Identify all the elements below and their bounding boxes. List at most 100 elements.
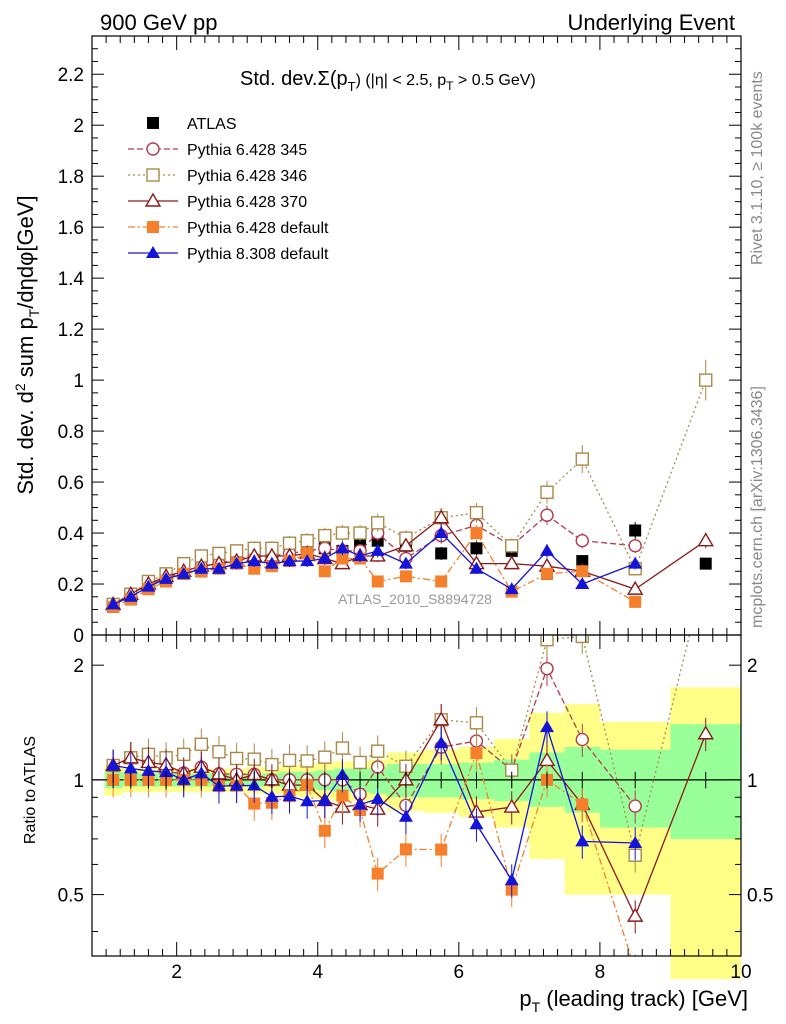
data-point [300,754,314,768]
data-point [470,746,483,759]
data-point [123,589,138,602]
data-point [336,789,349,802]
data-point [176,566,191,579]
y-tick-label-right: 1 [747,771,758,792]
data-point [336,552,349,565]
y-tick-label: 0.2 [58,575,84,596]
data-point [247,554,262,567]
data-point [397,537,415,552]
data-point [370,791,385,804]
data-point [282,753,297,768]
data-point [629,964,641,976]
legend-item-p8def: Pythia 8.308 default [128,246,329,263]
y-tick-label: 1.4 [58,269,85,290]
header-left: 900 GeV pp [100,10,217,35]
legend-label: Pythia 8.308 default [187,246,329,263]
data-point [194,737,209,751]
data-point [470,527,483,540]
y-tick-label: 2 [73,656,84,677]
data-point [141,579,156,592]
x-tick-label: 6 [454,962,465,983]
data-point [353,755,367,770]
x-tick-label: 10 [730,962,751,983]
x-tick-label: 4 [312,962,323,983]
header-right: Underlying Event [567,10,735,35]
data-point [503,798,520,813]
data-point [335,541,350,554]
series-p8def [106,524,643,610]
data-point [432,711,450,726]
y-tick-label: 1.8 [58,167,84,188]
rivet-version-text: Rivet 3.1.10, ≥ 100k events [749,71,766,265]
data-point [628,799,642,813]
data-point [301,547,314,560]
data-point [106,597,121,610]
data-point [434,735,449,748]
data-point [248,797,261,810]
data-point [264,556,279,569]
ratio-series [104,635,714,976]
main-y-axis: 0 0.2 0.4 0.6 0.8 1 1.2 1.4 1.6 1.8 2 2.2 [58,48,741,647]
data-point [282,554,297,567]
data-point [575,635,589,644]
data-point [353,548,368,561]
legend-item-p6def: Pythia 6.428 default [128,220,329,237]
data-point [432,509,450,524]
data-point [317,551,332,564]
data-point [469,505,484,520]
x-axis: 2 4 6 8 10 [105,36,752,983]
data-point [469,561,484,574]
data-point [159,571,174,584]
data-point [576,555,589,568]
data-point [435,547,448,560]
data-point [106,758,121,771]
analysis-watermark: ATLAS_2010_S8894728 [338,591,492,607]
plot-title: Std. dev.Σ(pT) (|η| < 2.5, pT > 0.5 GeV) [240,68,536,94]
data-point [317,793,332,806]
data-point [576,565,589,578]
data-point [541,567,554,580]
data-point [318,750,332,764]
ratio-y-axis: 0.5 0.5 1 1 2 2 [58,656,773,933]
data-point [318,824,331,837]
legend-label: Pythia 6.428 370 [187,194,307,211]
data-point [141,763,156,776]
y-axis-label-main: Std. dev. d2 sum pT/dηdφ[GeV] [12,195,42,494]
data-point [353,526,367,540]
data-point [697,725,714,740]
data-point [159,765,174,778]
legend: ATLAS Pythia 6.428 345 Pythia 6.428 346 Pyt… [128,116,329,263]
data-point [435,843,448,856]
y-axis-label-ratio: Ratio to ATLAS [22,736,39,844]
data-point [540,661,554,676]
data-point [628,556,643,569]
y-tick-label: 2 [73,116,84,137]
ratio-panel: 0.5 0.51 12 22 4 6 8 10 [58,36,773,983]
data-point [399,843,412,856]
y-tick-label-right: 2 [747,656,758,677]
legend-label: Pythia 6.428 default [187,220,329,237]
data-point [318,528,332,543]
x-axis-label: pT (leading track) [GeV] [519,986,748,1015]
data-point [229,556,244,569]
data-point [353,797,368,810]
main-panel: 0 0.2 0.4 0.6 0.8 1 1.2 1.4 1.6 1.8 2 2.2 [58,35,742,647]
y-tick-label: 1 [73,771,84,792]
data-point [435,575,448,588]
y-tick-label: 0.6 [58,473,84,494]
legend-label: Pythia 6.428 345 [187,142,307,159]
data-point [282,536,297,550]
data-point [229,751,244,766]
data-point [335,741,350,755]
y-tick-label: 0.4 [58,524,85,545]
ratio-series-atlas [112,771,707,789]
legend-label: ATLAS [187,116,237,133]
data-point [629,595,642,608]
data-point [626,907,644,922]
mcplots-text: mcplots.cern.ch [arXiv:1306.3436] [749,386,766,628]
data-point [503,555,520,570]
legend-marker [147,221,159,233]
y-tick-label: 1.2 [58,320,84,341]
data-point [398,809,413,822]
